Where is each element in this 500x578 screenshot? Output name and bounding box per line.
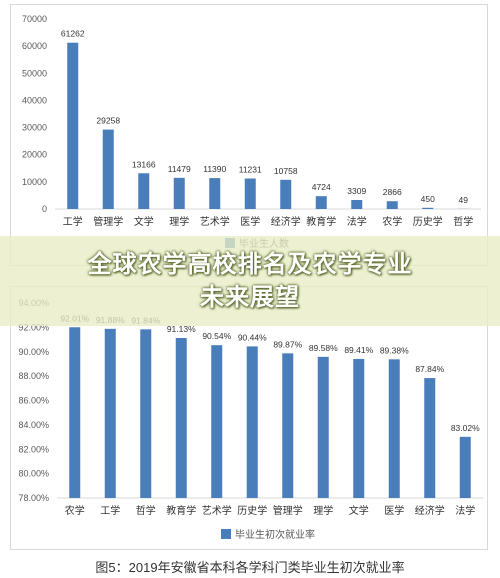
- category-label: 教育学: [306, 215, 336, 228]
- data-label: 89.41%: [344, 345, 373, 355]
- category-label: 哲学: [136, 504, 156, 517]
- y-tick-label: 86.00%: [18, 396, 49, 406]
- bar: [315, 196, 327, 209]
- graduates-bar-chart: 0 10000 20000 30000 40000 50000 60000 70000 6126…: [22, 14, 481, 250]
- category-label: 法学: [455, 504, 475, 517]
- banner-title-line1: 全球农学高校排名及农学专业: [87, 250, 413, 278]
- employment-rate-bar-chart: 78.00% 80.00% 82.00% 84.00% 86.00% 88.00% 90.0…: [18, 298, 483, 541]
- bar: [140, 329, 152, 498]
- bar: [69, 327, 81, 498]
- y-tick-label: 82.00%: [18, 444, 49, 454]
- data-label: 89.58%: [309, 343, 338, 353]
- category-label: 文学: [349, 504, 369, 517]
- category-label: 农学: [65, 504, 85, 517]
- category-label: 农学: [382, 215, 402, 228]
- data-label: 11479: [168, 164, 191, 174]
- data-label: 11390: [203, 164, 226, 174]
- y-tick-label: 88.00%: [18, 371, 49, 381]
- data-label: 89.87%: [273, 339, 302, 349]
- data-label: 87.84%: [415, 364, 444, 374]
- category-label: 艺术学: [200, 215, 230, 228]
- data-label: 10758: [274, 166, 298, 176]
- category-label: 理学: [313, 504, 333, 517]
- bar: [282, 353, 294, 498]
- legend-label: 毕业生初次就业率: [235, 528, 315, 541]
- bar: [459, 436, 471, 498]
- category-label: 工学: [100, 504, 120, 517]
- bar: [351, 200, 363, 209]
- bar: [67, 42, 79, 209]
- figure-caption: 图5：2019年安徽省本科各学科门类毕业生初次就业率: [95, 560, 405, 575]
- data-label: 450: [421, 194, 435, 204]
- category-label: 经济学: [415, 504, 445, 517]
- y-tick-label: 30000: [22, 123, 47, 133]
- data-label: 11231: [239, 165, 262, 175]
- y-tick-label: 80.00%: [18, 469, 49, 479]
- y-tick-label: 10000: [22, 177, 47, 187]
- bar: [388, 359, 400, 498]
- bar: [317, 356, 329, 498]
- data-label: 90.44%: [238, 332, 267, 342]
- category-label: 法学: [347, 215, 367, 228]
- data-label: 90.54%: [202, 331, 231, 341]
- category-label: 医学: [240, 215, 260, 228]
- category-label: 管理学: [93, 215, 123, 228]
- bar: [104, 328, 116, 498]
- bar: [244, 178, 256, 209]
- y-tick-label: 0: [42, 204, 47, 214]
- category-label: 艺术学: [202, 504, 232, 517]
- y-tick-label: 84.00%: [18, 420, 49, 430]
- category-label: 管理学: [273, 504, 303, 517]
- y-tick-label: 20000: [22, 150, 47, 160]
- category-label: 教育学: [166, 504, 196, 517]
- category-label: 历史学: [237, 504, 267, 517]
- category-label: 经济学: [271, 215, 301, 228]
- bar: [280, 179, 292, 209]
- data-label: 83.02%: [451, 423, 480, 433]
- category-label: 医学: [384, 504, 404, 517]
- bar: [422, 207, 434, 209]
- data-label: 89.38%: [380, 345, 409, 355]
- data-label: 13166: [132, 159, 156, 169]
- category-label: 文学: [134, 215, 154, 228]
- data-label: 61262: [61, 29, 85, 39]
- banner-title-line2: 未来展望: [200, 283, 300, 311]
- data-label: 3309: [347, 186, 366, 196]
- y-tick-label: 92.00%: [18, 322, 49, 332]
- chart-panel-graduates: 0 10000 20000 30000 40000 50000 60000 70000 6126…: [10, 4, 488, 266]
- legend-swatch: [221, 529, 231, 539]
- data-label: 91.13%: [167, 324, 196, 334]
- data-label: 49: [459, 195, 469, 205]
- y-tick-label: 70000: [22, 14, 47, 24]
- category-label: 历史学: [413, 215, 443, 228]
- bar: [246, 346, 258, 498]
- bar: [102, 129, 114, 209]
- bar: [209, 178, 221, 209]
- y-tick-label: 60000: [22, 41, 47, 51]
- title-banner: 全球农学高校排名及农学专业 未来展望: [0, 236, 500, 326]
- data-label: 29258: [96, 116, 120, 126]
- bar: [386, 201, 398, 209]
- y-tick-label: 78.00%: [18, 493, 49, 503]
- bar: [211, 345, 223, 498]
- y-tick-label: 40000: [22, 95, 47, 105]
- category-label: 工学: [63, 215, 83, 228]
- bar: [353, 358, 365, 498]
- y-tick-label: 50000: [22, 68, 47, 78]
- bar: [424, 378, 436, 498]
- category-label: 哲学: [453, 215, 473, 228]
- category-label: 理学: [169, 215, 189, 228]
- chart-panel-employment: 78.00% 80.00% 82.00% 84.00% 86.00% 88.00% 90.0…: [10, 286, 488, 550]
- bar: [173, 177, 185, 209]
- data-label: 2866: [383, 187, 402, 197]
- bar: [175, 337, 187, 498]
- bar: [138, 173, 150, 209]
- y-tick-label: 90.00%: [18, 347, 49, 357]
- data-label: 4724: [312, 182, 331, 192]
